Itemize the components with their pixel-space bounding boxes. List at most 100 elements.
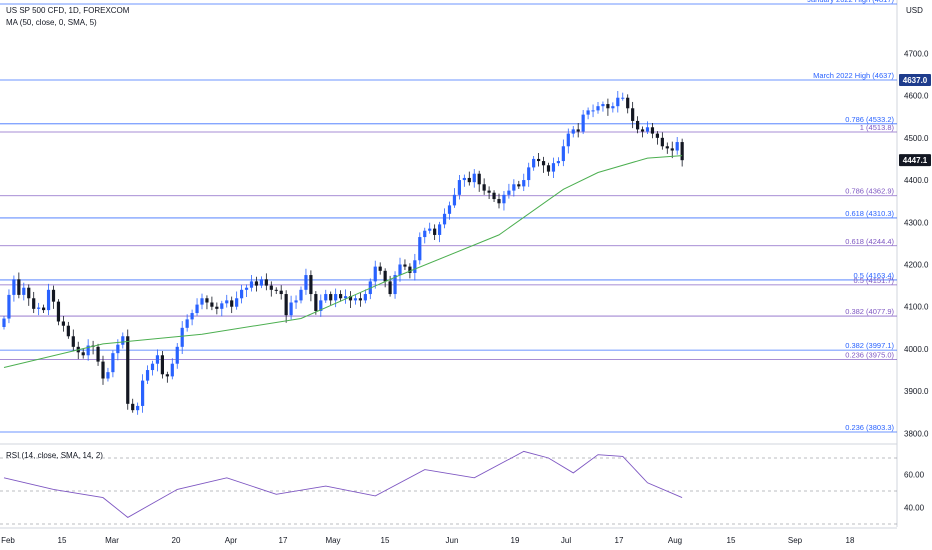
candle-body — [249, 281, 254, 288]
price-tick-label: 3900.0 — [904, 387, 929, 396]
candle-body — [220, 303, 224, 309]
rsi-legend[interactable]: RSI (14, close, SMA, 14, 2) — [6, 451, 103, 460]
candle-body — [304, 275, 308, 290]
candle-body — [650, 127, 655, 134]
candle-body — [269, 285, 273, 290]
candle-body — [566, 133, 570, 147]
candle-body — [581, 114, 585, 132]
candle-body — [433, 228, 437, 235]
candle-body — [457, 180, 461, 195]
candle-body — [116, 344, 120, 354]
time-tick-label: 17 — [615, 536, 624, 545]
march-high-tag-box — [899, 73, 931, 86]
candle-body — [131, 403, 135, 411]
candle-body — [175, 346, 179, 364]
candle-body — [51, 289, 56, 302]
march-high-tag-text: 4637.0 — [903, 76, 928, 85]
candle-body — [551, 163, 556, 172]
candle-body — [244, 287, 249, 290]
candle-body — [467, 177, 471, 183]
candle-body — [235, 298, 239, 307]
time-tick-label: 18 — [846, 536, 855, 545]
candle-body — [195, 304, 199, 314]
candle-body — [383, 270, 387, 282]
candle-body — [126, 336, 130, 404]
level-label: 0.5 (4163.4) — [854, 271, 895, 280]
candle-body — [42, 307, 46, 311]
candle-body — [556, 161, 560, 164]
candle-body — [591, 110, 595, 112]
candle-body — [502, 194, 506, 204]
candle-body — [32, 298, 36, 309]
rsi-tick-label: 40.00 — [904, 504, 925, 513]
ma-legend[interactable]: MA (50, close, 0, SMA, 5) — [6, 18, 97, 27]
price-tick-label: 4500.0 — [904, 134, 929, 143]
candle-body — [205, 298, 209, 303]
candle-body — [71, 336, 75, 347]
candle-body — [472, 173, 476, 183]
candle-body — [373, 266, 377, 282]
candle-body — [136, 405, 140, 411]
candle-body — [640, 129, 645, 132]
level-label: 0.382 (3997.1) — [845, 341, 894, 350]
time-axis[interactable]: Feb 15 Mar 20 Apr 17 May 15 Jun 19 Jul 17 Aug 15 Sep 18 — [1, 536, 855, 545]
level-label: 0.236 (3975.0) — [845, 350, 894, 359]
candle-body — [680, 142, 684, 161]
level-label: 0.786 (4533.2) — [845, 115, 894, 124]
time-tick-label: Aug — [668, 536, 682, 545]
candle-body — [477, 173, 481, 185]
candle-body — [145, 370, 150, 381]
level-label: 0.618 (4244.4) — [845, 237, 894, 246]
candle-body — [279, 290, 283, 295]
candle-body — [393, 275, 397, 295]
candle-body — [27, 287, 31, 299]
candle-body — [121, 336, 125, 345]
candle-body — [284, 294, 288, 316]
candle-body — [532, 158, 536, 168]
moving-average-line — [3, 155, 683, 368]
symbol-legend[interactable]: US SP 500 CFD, 1D, FOREXCOM — [6, 6, 130, 15]
candle-body — [61, 321, 65, 326]
candle-body — [339, 294, 343, 299]
level-label: 0.618 (4310.3) — [845, 209, 894, 218]
rsi-line — [3, 450, 683, 518]
level-label: 0.5 (4151.7) — [854, 276, 895, 285]
candle-body — [254, 281, 259, 286]
candle-body — [319, 300, 323, 311]
candle-body — [259, 279, 263, 286]
candle-body — [388, 281, 392, 295]
candle-body — [12, 279, 16, 295]
candle-body — [442, 213, 447, 225]
candle-body — [81, 352, 85, 356]
candle-body — [497, 199, 501, 204]
level-label: 0.786 (4362.9) — [845, 187, 894, 196]
candle-body — [512, 184, 516, 191]
time-tick-label: 17 — [279, 536, 288, 545]
candle-body — [363, 294, 367, 301]
candle-body — [299, 289, 303, 301]
candle-body — [150, 363, 155, 371]
last-price-tag-box — [899, 154, 931, 167]
candle-body — [141, 380, 145, 406]
candle-body — [309, 275, 313, 295]
price-tick-label: 4600.0 — [904, 92, 929, 101]
candle-body — [22, 287, 26, 295]
time-tick-label: 19 — [511, 536, 520, 545]
time-tick-label: 20 — [172, 536, 181, 545]
candle-body — [86, 345, 90, 356]
candle-body — [655, 133, 659, 138]
candle-body — [517, 184, 521, 187]
time-tick-label: May — [325, 536, 340, 545]
candle-body — [343, 296, 348, 299]
candle-body — [675, 142, 679, 151]
level-label: January 2022 High (4817) — [807, 0, 894, 4]
candle-body — [596, 106, 600, 111]
candle-body — [492, 192, 496, 200]
candle-body — [621, 97, 625, 99]
candle-body — [96, 346, 100, 362]
candle-body — [601, 104, 605, 107]
price-axis[interactable]: 4700.0 4600.0 4500.0 4400.0 4300.0 4200.0 4100… — [904, 49, 929, 512]
candle-body — [17, 279, 21, 295]
time-tick-label: 15 — [727, 536, 736, 545]
